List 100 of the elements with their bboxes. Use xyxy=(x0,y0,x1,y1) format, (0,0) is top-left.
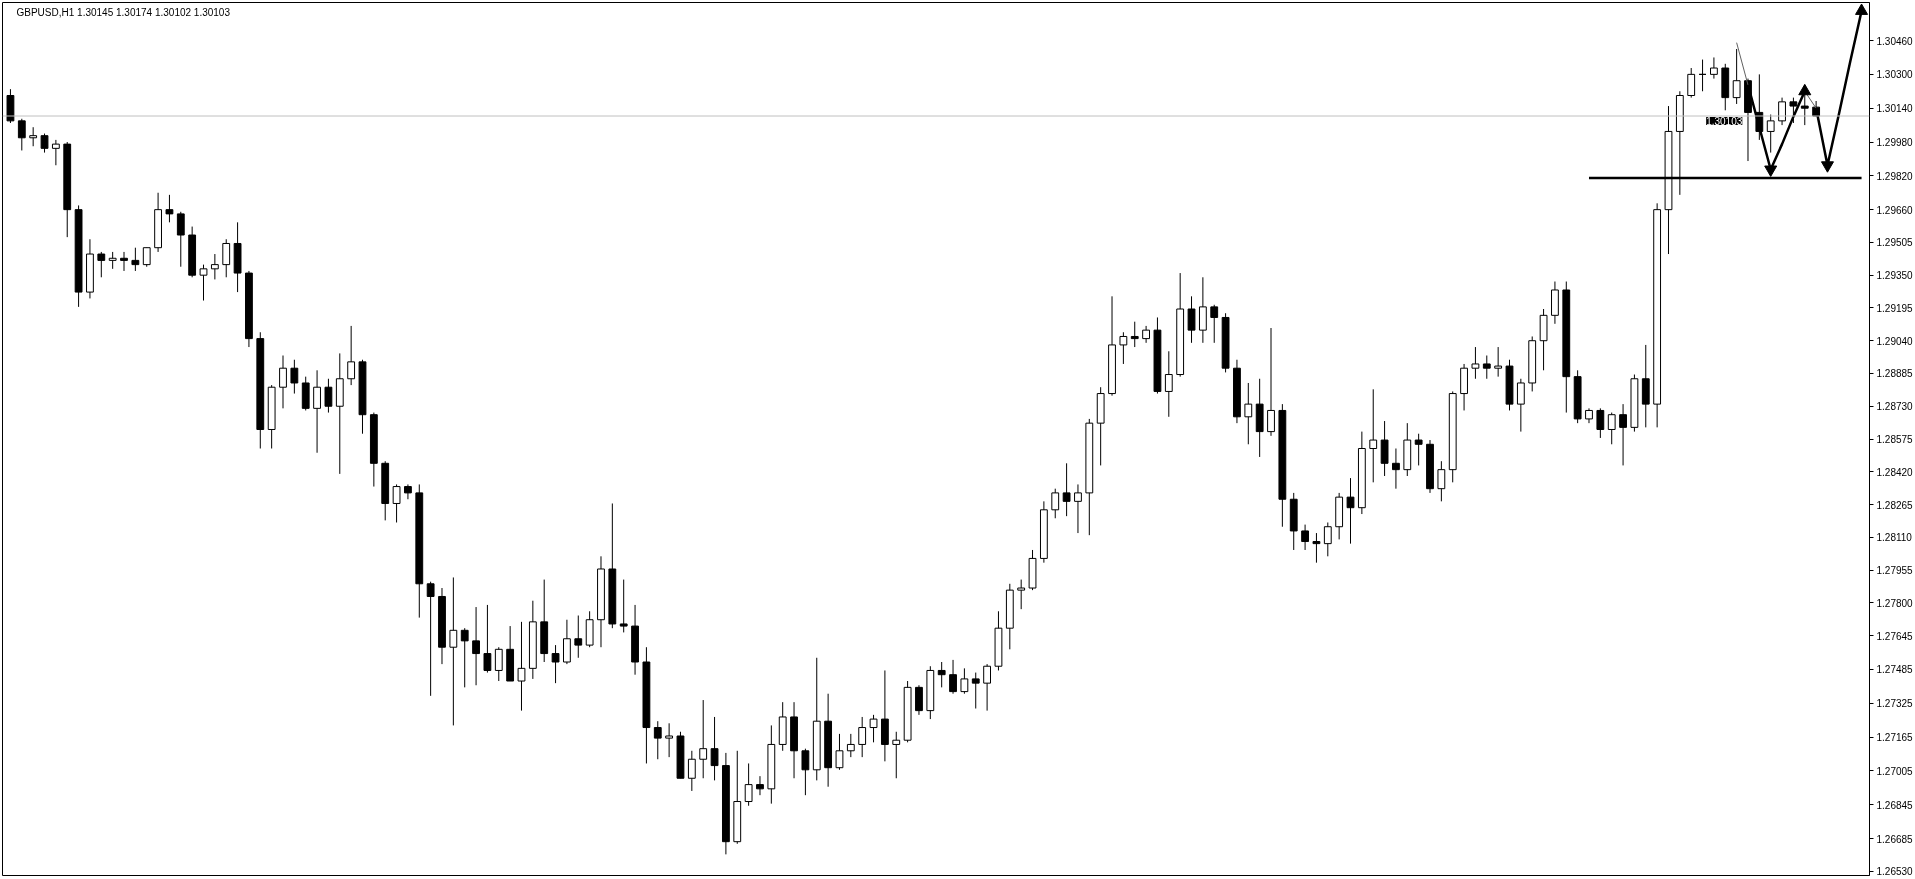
candlestick xyxy=(347,325,356,386)
candlestick xyxy=(687,750,696,792)
ref-line-label: 1.30103 xyxy=(1706,116,1743,128)
candlestick xyxy=(142,247,151,268)
candlestick xyxy=(983,663,992,712)
candlestick xyxy=(1414,433,1423,466)
candlestick xyxy=(494,646,503,682)
candlestick xyxy=(1766,114,1775,154)
candlestick xyxy=(1607,412,1616,445)
candlestick xyxy=(1017,579,1026,610)
candlestick xyxy=(313,369,321,454)
candlestick xyxy=(483,604,492,674)
candlestick xyxy=(472,606,480,686)
candlestick xyxy=(29,126,38,147)
y-tick-label: 1.29195 xyxy=(1876,302,1914,314)
y-tick-label: 1.30300 xyxy=(1876,69,1914,81)
y-tick-label: 1.30460 xyxy=(1876,35,1914,47)
candlestick xyxy=(665,722,674,758)
candlestick xyxy=(1596,407,1605,439)
candlestick xyxy=(1130,321,1139,348)
y-tick-label: 1.30140 xyxy=(1876,103,1914,115)
candlestick xyxy=(1187,295,1196,344)
y-tick-label: 1.27485 xyxy=(1876,664,1914,676)
candlestick xyxy=(40,133,49,154)
candlestick xyxy=(1789,97,1798,124)
candlestick xyxy=(1267,327,1275,437)
candlestick xyxy=(1323,522,1332,557)
candlestick xyxy=(1198,276,1207,344)
candlestick xyxy=(801,748,810,796)
candlestick xyxy=(835,733,844,771)
candlestick xyxy=(1301,524,1309,551)
chart-title: GBPUSD,H1 1.30145 1.30174 1.30102 1.30103 xyxy=(16,6,231,18)
candlestick xyxy=(1210,304,1219,344)
y-tick-label: 1.29350 xyxy=(1876,270,1914,282)
candlestick xyxy=(892,731,901,779)
candlestick xyxy=(949,659,957,695)
candlestick xyxy=(1482,355,1491,380)
candlestick xyxy=(574,615,583,659)
candlestick xyxy=(222,238,231,278)
y-tick-label: 1.28730 xyxy=(1876,401,1914,413)
candlestick xyxy=(290,359,299,395)
y-tick-label: 1.28420 xyxy=(1876,466,1914,478)
candlestick xyxy=(563,619,571,665)
y-tick-label: 1.27005 xyxy=(1876,765,1914,777)
candlestick xyxy=(1244,382,1253,445)
candlestick xyxy=(710,716,719,781)
y-tick-label: 1.27955 xyxy=(1876,565,1914,577)
candlestick xyxy=(97,251,106,278)
candlestick xyxy=(937,661,946,688)
candlestick xyxy=(1778,97,1786,126)
y-tick-label: 1.28885 xyxy=(1876,368,1914,380)
candlestick xyxy=(1369,388,1378,483)
candlestick xyxy=(551,644,560,684)
candlestick xyxy=(17,118,26,151)
candlestick xyxy=(165,194,174,223)
y-tick-label: 1.27800 xyxy=(1876,597,1914,609)
candlestick xyxy=(324,378,333,414)
candlestick xyxy=(1119,331,1128,365)
candlestick xyxy=(460,627,469,688)
y-tick-label: 1.28110 xyxy=(1876,532,1913,544)
y-tick-label: 1.28265 xyxy=(1876,499,1914,511)
candlestick xyxy=(449,576,458,726)
candlestick xyxy=(1062,462,1071,517)
y-tick-label: 1.26685 xyxy=(1876,833,1914,845)
candlestick xyxy=(699,699,708,779)
candlestick xyxy=(404,483,412,500)
candlestick xyxy=(653,720,662,760)
y-tick-label: 1.28575 xyxy=(1876,434,1914,445)
candlestick xyxy=(858,716,867,758)
y-tick-label: 1.29040 xyxy=(1876,335,1914,347)
candlestick xyxy=(426,581,435,697)
candlestick xyxy=(846,733,855,758)
candlestick xyxy=(1732,48,1741,105)
candlestick xyxy=(176,211,185,268)
candlestick xyxy=(1619,403,1627,466)
candlestick xyxy=(619,579,628,633)
candlestick xyxy=(960,667,969,695)
candlestick xyxy=(869,714,878,743)
candlestick xyxy=(131,247,140,272)
y-tick-label: 1.27165 xyxy=(1876,732,1914,744)
candlestick xyxy=(1074,483,1082,534)
candlestick xyxy=(1051,488,1060,519)
y-tick-label: 1.29660 xyxy=(1876,204,1914,216)
candlestick xyxy=(1164,350,1173,418)
candlestick xyxy=(279,355,287,409)
y-tick-label: 1.29820 xyxy=(1876,170,1914,182)
candlestick xyxy=(1516,378,1525,433)
candlestick xyxy=(1471,346,1480,380)
candlestick xyxy=(1392,448,1400,490)
y-tick-label: 1.26845 xyxy=(1876,799,1914,811)
candlestick xyxy=(1494,346,1503,378)
candlestick xyxy=(210,253,219,280)
candlestick xyxy=(392,483,401,523)
candlestick xyxy=(1437,460,1446,502)
candlestick xyxy=(1687,67,1696,99)
y-tick-label: 1.26530 xyxy=(1876,866,1914,878)
y-tick-label: 1.29505 xyxy=(1876,237,1914,249)
candlestick xyxy=(915,684,923,716)
candlestick xyxy=(199,264,208,302)
candlestick xyxy=(51,139,60,166)
